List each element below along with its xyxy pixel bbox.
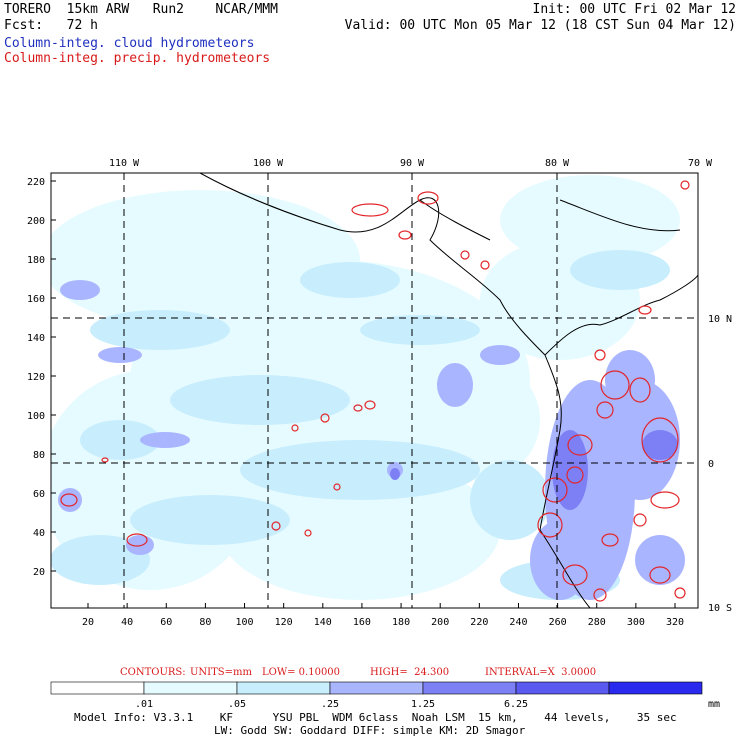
colorbar-unit: mm (708, 699, 720, 710)
grid-y-label: 100 (27, 411, 45, 422)
grid-x-label: 300 (627, 617, 645, 628)
forecast-hour: Fcst: 72 h (4, 18, 98, 33)
lat-label: 0 (708, 459, 714, 470)
grid-x-label: 20 (82, 617, 94, 628)
grid-y-label: 20 (33, 567, 45, 578)
grid-x-label: 80 (199, 617, 211, 628)
colorbar-label: 6.25 (504, 699, 528, 710)
hydrometeor-field (51, 173, 698, 608)
colorbar-swatch (608, 681, 703, 695)
valid-time: Valid: 00 UTC Mon 05 Mar 12 (18 CST Sun … (344, 18, 736, 33)
top-lon-labels: 110 W 100 W 90 W 80 W 70 W (109, 158, 713, 169)
colorbar-swatch (515, 681, 610, 695)
grid-x-label: 260 (549, 617, 567, 628)
grid-x-label: 200 (431, 617, 449, 628)
colorbar-swatch (143, 681, 238, 695)
contours-interval: INTERVAL=X 3.0000 (485, 667, 597, 678)
lon-label: 110 W (109, 158, 140, 169)
colorbar: .01 .05 .25 1.25 6.25 mm (50, 681, 720, 710)
model-title: TORERO 15km ARW Run2 NCAR/MMM (4, 2, 278, 17)
lon-label: 70 W (688, 158, 713, 169)
contours-high: HIGH= 24.300 (370, 667, 450, 678)
lon-label: 100 W (253, 158, 284, 169)
colorbar-label: .01 (135, 699, 153, 710)
colorbar-label: .25 (321, 699, 339, 710)
grid-x-label: 320 (666, 617, 684, 628)
grid-x-label: 40 (121, 617, 133, 628)
lon-label: 90 W (400, 158, 425, 169)
colorbar-swatch (329, 681, 424, 695)
cloud-field-label: Column-integ. cloud hydrometeors (4, 36, 255, 51)
lat-label: 10 N (708, 314, 732, 325)
grid-x-label: 160 (353, 617, 371, 628)
right-lat-labels: 10 N 0 10 S (708, 314, 732, 614)
grid-y-label: 120 (27, 372, 45, 383)
grid-y-label: 140 (27, 333, 45, 344)
grid-x-label: 60 (160, 617, 172, 628)
precip-field-label: Column-integ. precip. hydrometeors (4, 51, 271, 66)
grid-y-label: 40 (33, 528, 45, 539)
grid-x-label: 220 (470, 617, 488, 628)
init-time: Init: 00 UTC Fri 02 Mar 12 (532, 2, 737, 17)
grid-x-label: 100 (236, 617, 254, 628)
contours-low: LOW= 0.10000 (262, 667, 341, 678)
grid-y-label: 160 (27, 294, 45, 305)
model-physics: LW: Godd SW: Goddard DIFF: simple KM: 2D… (214, 724, 526, 737)
grid-y-label: 180 (27, 255, 45, 266)
bottom-grid-labels: 20 40 60 80 100 120 140 160 180 200 220 240 260 280 30… (82, 603, 684, 628)
contours-label: CONTOURS: (120, 667, 186, 678)
colorbar-swatch (236, 681, 331, 695)
lon-label: 80 W (545, 158, 570, 169)
model-info: Model Info: V3.3.1 KF YSU PBL WDM 6class… (74, 711, 677, 724)
colorbar-label: 1.25 (411, 699, 435, 710)
grid-x-label: 180 (392, 617, 410, 628)
colorbar-swatch (422, 681, 517, 695)
left-grid-labels: 220 200 180 160 140 120 100 80 60 40 20 (27, 177, 56, 578)
grid-y-label: 60 (33, 489, 45, 500)
colorbar-swatch (50, 681, 145, 695)
grid-x-label: 240 (509, 617, 527, 628)
grid-x-label: 280 (588, 617, 606, 628)
grid-x-label: 120 (275, 617, 293, 628)
grid-y-label: 220 (27, 177, 45, 188)
grid-x-label: 140 (314, 617, 332, 628)
contours-units: UNITS=mm (190, 667, 252, 678)
grid-y-label: 80 (33, 450, 45, 461)
lat-label: 10 S (708, 603, 732, 614)
grid-y-label: 200 (27, 216, 45, 227)
colorbar-label: .05 (228, 699, 246, 710)
